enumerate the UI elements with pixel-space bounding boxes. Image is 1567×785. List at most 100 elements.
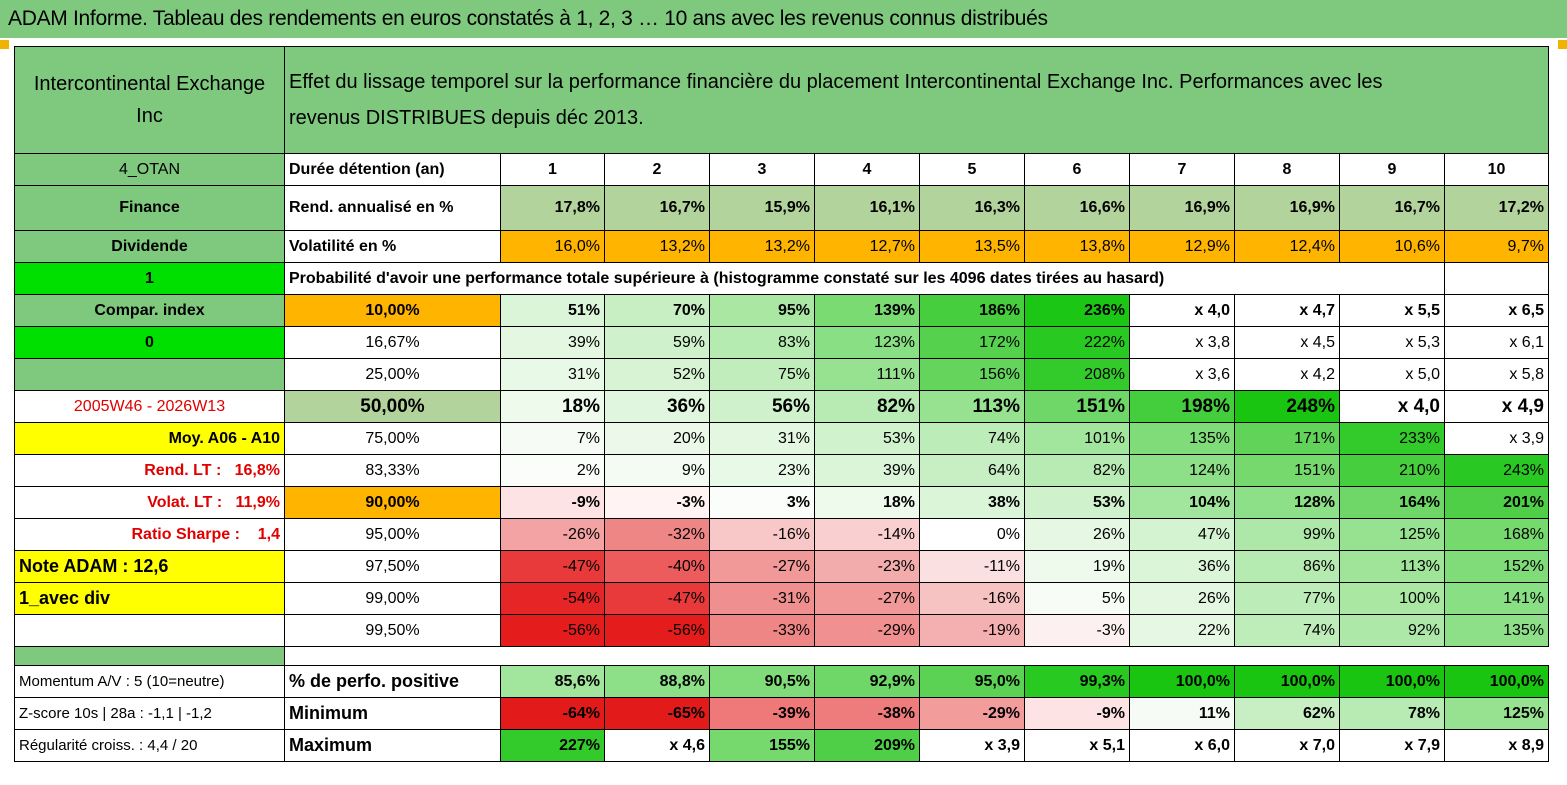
description-cell: Effet du lissage temporel sur la perform… [284,46,1549,154]
note-adam: Note ADAM : 12,6 [14,550,285,583]
year-header: 4 [814,153,920,186]
stat-value: 85,6% [500,665,605,698]
prob-value: 128% [1234,486,1340,519]
rend-value: 15,9% [709,185,815,231]
stat-value: x 6,0 [1129,729,1235,762]
stat-label: % de perfo. positive [284,665,501,698]
stat-label: Minimum [284,697,501,730]
prob-value: -16% [709,518,815,551]
prob-value: -32% [604,518,710,551]
prob-value: 26% [1129,582,1235,615]
prob-value: x 5,3 [1339,326,1445,359]
vol-value: 13,5% [919,230,1025,263]
rend-value: 16,7% [1339,185,1445,231]
prob-value: 198% [1129,390,1235,423]
prob-value: 70% [604,294,710,327]
prob-value: -19% [919,614,1025,647]
prob-value: 171% [1234,422,1340,455]
spacer-cell [14,646,285,666]
stat-value: 88,8% [604,665,710,698]
year-header: 9 [1339,153,1445,186]
prob-value: 101% [1024,422,1130,455]
spacer-cell [284,646,1549,666]
prob-value: x 4,2 [1234,358,1340,391]
year-header: 10 [1444,153,1549,186]
prob-value: -54% [500,582,605,615]
prob-value: 99% [1234,518,1340,551]
prob-value: 113% [919,390,1025,423]
stat-value: -39% [709,697,815,730]
prob-value: 39% [500,326,605,359]
avec-div: 1_avec div [14,582,285,615]
prob-value: 125% [1339,518,1445,551]
rend-value: 16,9% [1129,185,1235,231]
prob-value: 83% [709,326,815,359]
stat-value: -65% [604,697,710,730]
company-name-cell: Intercontinental Exchange Inc [14,46,285,154]
rend-value: 16,3% [919,185,1025,231]
prob-value: -9% [500,486,605,519]
prob-value: 233% [1339,422,1445,455]
vol-label: Volatilité en % [284,230,501,263]
stat-value: 125% [1444,697,1549,730]
stat-value: 11% [1129,697,1235,730]
prob-value: 123% [814,326,920,359]
stat-value: 100,0% [1339,665,1445,698]
prob-value: -29% [814,614,920,647]
prob-value: x 4,7 [1234,294,1340,327]
prob-value: 243% [1444,454,1549,487]
vol-value: 10,6% [1339,230,1445,263]
prob-value: x 6,1 [1444,326,1549,359]
prob-value: 164% [1339,486,1445,519]
prob-value: 39% [814,454,920,487]
prob-value: 18% [500,390,605,423]
prob-value: 9% [604,454,710,487]
prob-value: -16% [919,582,1025,615]
description-line-1: Effet du lissage temporel sur la perform… [289,71,1383,93]
vol-value: 13,2% [604,230,710,263]
prob-value: x 6,5 [1444,294,1549,327]
prob-label: 50,00% [284,390,501,423]
prob-label: 25,00% [284,358,501,391]
stat-value: -29% [919,697,1025,730]
prob-label: 16,67% [284,326,501,359]
prob-value: -56% [500,614,605,647]
prob-value: 7% [500,422,605,455]
prob-value: 152% [1444,550,1549,583]
rend-value: 16,1% [814,185,920,231]
vol-value: 12,9% [1129,230,1235,263]
prob-value: -27% [814,582,920,615]
prob-value: 56% [709,390,815,423]
prob-value: 31% [500,358,605,391]
prob-value: 168% [1444,518,1549,551]
stat-value: x 5,1 [1024,729,1130,762]
vol-value: 12,4% [1234,230,1340,263]
prob-value: 151% [1234,454,1340,487]
compar-index: Compar. index [14,294,285,327]
prob-value: 26% [1024,518,1130,551]
prob-value: 124% [1129,454,1235,487]
vol-value: 16,0% [500,230,605,263]
volat-lt: Volat. LT : 11,9% [14,486,285,519]
zscore: Z-score 10s | 28a : -1,1 | -1,2 [14,697,285,730]
prob-value: 22% [1129,614,1235,647]
prob-value: 31% [709,422,815,455]
vol-value: 9,7% [1444,230,1549,263]
stat-value: 155% [709,729,815,762]
prob-value: 3% [709,486,815,519]
stat-value: 92,9% [814,665,920,698]
prob-value: x 5,5 [1339,294,1445,327]
prob-value: 111% [814,358,920,391]
prob-value: 19% [1024,550,1130,583]
prob-value: x 5,0 [1339,358,1445,391]
prob-value: 74% [919,422,1025,455]
prob-value: x 4,9 [1444,390,1549,423]
vol-value: 13,8% [1024,230,1130,263]
momentum: Momentum A/V : 5 (10=neutre) [14,665,285,698]
prob-value: 135% [1444,614,1549,647]
prob-value: 139% [814,294,920,327]
prob-value: x 3,9 [1444,422,1549,455]
rend-value: 16,6% [1024,185,1130,231]
prob-label: 83,33% [284,454,501,487]
prob-value: 248% [1234,390,1340,423]
